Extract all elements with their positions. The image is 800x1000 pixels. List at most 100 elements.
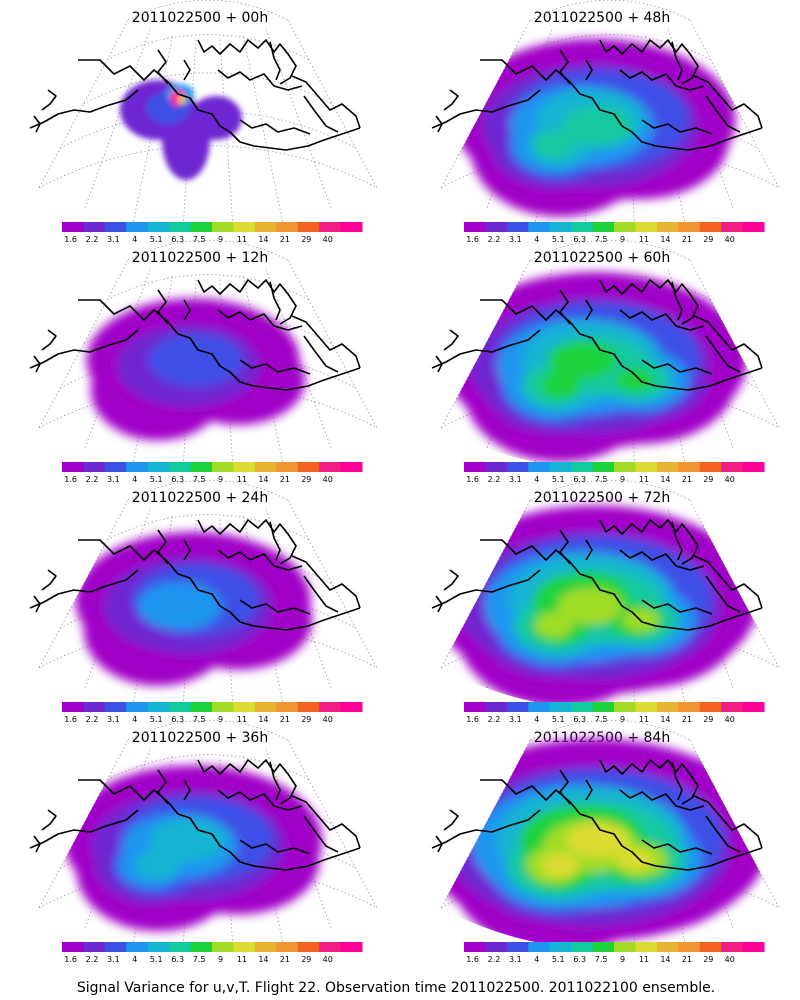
color-bar-swatch (62, 222, 84, 232)
color-bar-swatch (212, 942, 234, 952)
color-bar-swatch (297, 462, 320, 472)
color-bar-label: 9 (218, 475, 223, 484)
color-bar: 1.6 2.2 3.1 4 5.1 6.3 7.5 9 11 14 21 29 40 (464, 462, 765, 484)
color-bar-label: 4 (132, 715, 137, 724)
color-bar-label: 40 (725, 715, 735, 724)
color-bar-label: 4 (534, 955, 539, 964)
color-bar-swatch (678, 222, 701, 232)
color-bar-label: 40 (725, 235, 735, 244)
panel-title: 2011022500 + 48h (534, 10, 670, 26)
color-bar-label: 21 (280, 715, 290, 724)
color-bar-swatch (190, 462, 213, 472)
color-bar-swatch (592, 942, 615, 952)
color-bar-label: 5.1 (552, 475, 565, 484)
color-bar-label: 9 (218, 955, 223, 964)
color-bar-swatch (169, 702, 192, 712)
map-panel-2: 2011022500 + 48h 1.6 2.2 3.1 4 5.1 6.3 7.5 9 11 14… (431, 0, 780, 244)
color-bar-label: 29 (703, 715, 713, 724)
color-bar-swatch (742, 462, 765, 472)
color-bar-swatch (464, 942, 486, 952)
color-bar-swatch (212, 462, 234, 472)
color-bar-label: 3.1 (509, 955, 522, 964)
color-bar-label: 11 (237, 955, 247, 964)
color-bar: 1.6 2.2 3.1 4 5.1 6.3 7.5 9 11 14 21 29 40 (464, 702, 765, 724)
color-bar-label: 11 (639, 715, 649, 724)
color-bar-swatch (656, 942, 679, 952)
color-bar-swatch (276, 702, 299, 712)
color-bar-label: 40 (323, 715, 333, 724)
color-bar-swatch (126, 462, 149, 472)
variance-field (86, 298, 306, 441)
color-bar-label: 2.2 (488, 235, 501, 244)
color-bar-label: 6.3 (573, 955, 586, 964)
color-bar-label: 1.6 (466, 715, 479, 724)
color-bar-swatch (104, 222, 127, 232)
variance-field (75, 531, 313, 686)
color-bar-label: 21 (682, 235, 692, 244)
color-bar-swatch (319, 222, 342, 232)
color-bar-swatch (506, 222, 529, 232)
color-bar-label: 7.5 (193, 955, 206, 964)
color-bar: 1.6 2.2 3.1 4 5.1 6.3 7.5 9 11 14 21 29 40 (62, 222, 363, 244)
color-bar-swatch (656, 462, 679, 472)
color-bar-swatch (212, 702, 234, 712)
coastline (29, 39, 361, 151)
color-bar-label: 2.2 (488, 715, 501, 724)
color-bar-swatch (656, 222, 679, 232)
color-bar: 1.6 2.2 3.1 4 5.1 6.3 7.5 9 11 14 21 29 40 (62, 462, 363, 484)
graticule (38, 0, 378, 230)
color-bar: 1.6 2.2 3.1 4 5.1 6.3 7.5 9 11 14 21 29 40 (464, 222, 765, 244)
color-bar-label: 11 (237, 475, 247, 484)
color-bar-label: 4 (132, 235, 137, 244)
color-bar-swatch (233, 702, 256, 712)
color-bar-label: 2.2 (86, 475, 99, 484)
color-bar-label: 9 (620, 475, 625, 484)
color-bar-swatch (678, 702, 701, 712)
color-bar-label: 6.3 (171, 955, 184, 964)
color-bar-swatch (678, 942, 701, 952)
color-bar-label: 5.1 (552, 235, 565, 244)
color-bar-swatch (190, 222, 213, 232)
color-bar-swatch (104, 462, 127, 472)
color-bar-label: 7.5 (595, 475, 608, 484)
color-bar-swatch (212, 222, 234, 232)
color-bar-swatch (147, 462, 170, 472)
color-bar-label: 11 (237, 235, 247, 244)
color-bar-swatch (549, 942, 572, 952)
variance-field (440, 738, 770, 950)
color-bar-label: 9 (218, 715, 223, 724)
color-bar-label: 1.6 (466, 475, 479, 484)
color-bar-swatch (319, 702, 342, 712)
color-bar-swatch (742, 222, 765, 232)
color-bar-swatch (254, 222, 277, 232)
map-panel-1: 2011022500 + 00h 1.6 2.2 3.1 4 5.1 6.3 7.5 9 11 14… (29, 0, 378, 244)
panel-title: 2011022500 + 00h (132, 10, 268, 26)
color-bar-label: 40 (323, 955, 333, 964)
color-bar-swatch (678, 462, 701, 472)
color-bar-label: 14 (660, 475, 670, 484)
color-bar-label: 6.3 (171, 715, 184, 724)
color-bar-swatch (485, 222, 508, 232)
color-bar-label: 6.3 (573, 475, 586, 484)
color-bar-swatch (340, 702, 363, 712)
color-bar-swatch (147, 222, 170, 232)
color-bar-label: 5.1 (150, 475, 163, 484)
color-bar-swatch (169, 942, 192, 952)
color-bar-label: 40 (725, 955, 735, 964)
color-bar-label: 2.2 (86, 955, 99, 964)
color-bar-label: 1.6 (64, 475, 77, 484)
color-bar-label: 21 (280, 475, 290, 484)
color-bar-swatch (340, 462, 363, 472)
map-panel-4: 2011022500 + 60h 1.6 2.2 3.1 4 5.1 6.3 7.5 9 11 14… (431, 239, 780, 484)
color-bar-label: 1.6 (64, 235, 77, 244)
color-bar: 1.6 2.2 3.1 4 5.1 6.3 7.5 9 11 14 21 29 40 (464, 942, 765, 964)
coastline (29, 759, 361, 871)
color-bar-swatch (635, 942, 658, 952)
color-bar-swatch (83, 702, 106, 712)
color-bar-swatch (592, 462, 615, 472)
color-bar-label: 3.1 (509, 475, 522, 484)
color-bar-label: 29 (703, 475, 713, 484)
color-bar-label: 29 (301, 475, 311, 484)
panel-title: 2011022500 + 24h (132, 490, 268, 506)
variance-field (443, 272, 747, 462)
